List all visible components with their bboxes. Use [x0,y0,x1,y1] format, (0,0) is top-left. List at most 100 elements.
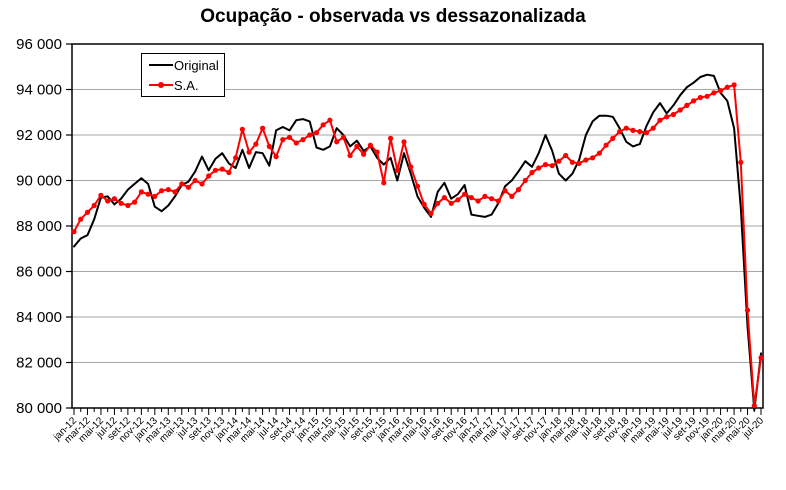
sa-marker [361,151,367,157]
sa-marker [293,140,299,146]
y-tick-label: 80 000 [16,400,62,417]
sa-marker [78,216,84,222]
sa-marker [691,98,697,104]
sa-marker [179,181,185,187]
series-original-line [73,73,762,412]
original-line-sample-icon [149,64,173,66]
sa-marker [502,188,508,194]
sa-marker [226,169,232,176]
sa-marker [448,200,454,206]
sa-marker [482,193,488,199]
sa-marker [630,127,636,133]
sa-marker [643,130,650,136]
sa-marker [246,149,252,155]
sa-marker [219,166,225,172]
sa-marker [542,162,549,168]
sa-marker [408,164,414,170]
sa-marker [549,163,555,169]
sa-marker [455,197,461,203]
y-tick-label: 90 000 [16,173,62,190]
sa-marker [509,193,515,199]
sa-marker [145,191,151,197]
sa-marker [590,155,596,161]
sa-marker [677,107,683,113]
sa-marker [159,188,165,194]
chart-title: Ocupação - observada vs dessazonalizada [200,6,586,27]
sa-marker [132,199,138,205]
sa-marker [239,126,245,132]
sa-marker [421,201,427,207]
sa-marker [354,143,360,149]
sa-marker [637,129,643,135]
series-s-a-line [73,83,762,407]
sa-marker [515,187,522,193]
sa-marker [199,181,205,187]
sa-marker [381,180,387,186]
y-tick-label: 96 000 [16,36,62,53]
y-tick-label: 84 000 [16,309,62,326]
sa-marker [704,93,710,99]
sa-marker [596,150,603,156]
sa-marker [684,102,690,108]
sa-marker [273,154,279,160]
sa-marker [388,135,394,141]
legend-label-original: Original [174,57,219,73]
sa-marker [320,122,326,128]
sa-marker [697,94,704,101]
sa-marker [569,159,576,165]
sa-marker [84,209,91,215]
sa-marker [286,134,293,140]
sa-marker [744,307,751,313]
sa-marker [367,142,373,148]
legend: Original S.A. [141,53,225,97]
sa-marker [266,143,272,149]
sa-marker [670,111,677,118]
sa-marker [522,177,528,184]
sa-marker [650,125,656,131]
sa-marker [152,193,158,199]
sa-marker [731,82,737,88]
sa-marker [576,160,582,166]
sa-marker [751,403,757,409]
legend-label-sa: S.A. [174,77,199,93]
sa-marker [111,196,117,202]
sa-marker [414,183,421,189]
y-tick-label: 86 000 [16,264,62,281]
sa-marker [711,90,717,96]
sa-marker [441,195,447,201]
sa-marker [253,141,259,147]
sa-marker [724,84,730,90]
sa-marker [260,125,266,131]
sa-marker [394,167,400,173]
sa-marker [428,210,434,217]
sa-marker [435,200,441,206]
sa-marker [758,355,764,361]
sa-marker [280,137,286,143]
sa-marker [105,198,111,204]
sa-marker [738,159,744,165]
sa-line-sample-icon [149,82,173,88]
sa-marker [118,200,124,206]
sa-marker [623,125,629,131]
sa-marker [165,187,171,193]
sa-marker [468,195,474,201]
sa-marker [489,196,495,202]
y-tick-label: 82 000 [16,355,62,372]
sa-marker [563,152,569,159]
sa-marker [401,139,407,145]
sa-marker [583,157,589,163]
sa-marker [125,202,131,209]
sa-marker [664,114,670,120]
sa-marker [71,229,77,235]
sa-marker [610,135,616,141]
sa-marker [347,152,353,159]
sa-marker [374,149,380,155]
sa-marker [192,177,198,184]
sa-marker [617,129,623,135]
y-tick-label: 92 000 [16,127,62,144]
sa-marker [233,155,239,161]
sa-marker [138,189,144,195]
sa-marker [334,139,340,145]
